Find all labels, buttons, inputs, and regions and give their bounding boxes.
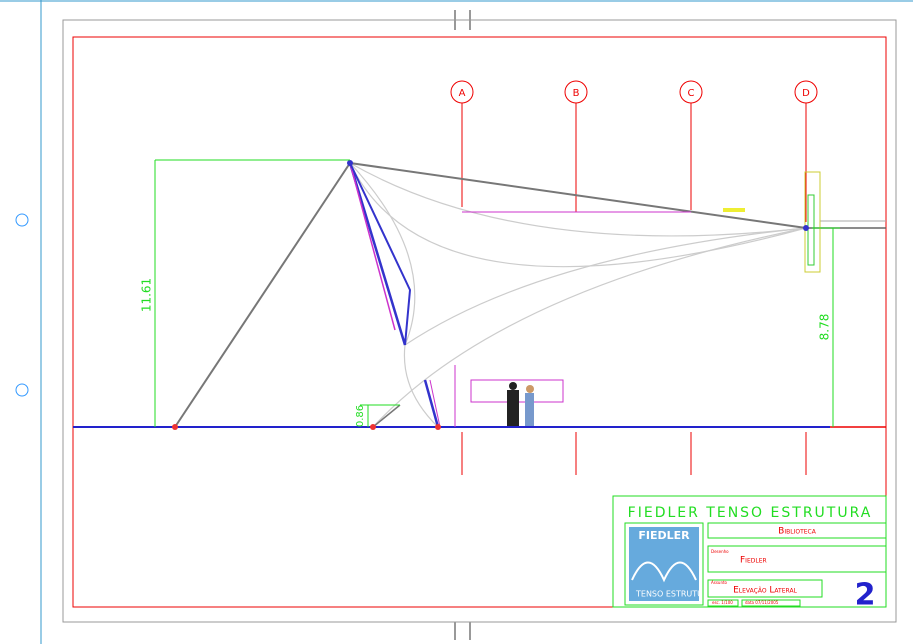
sheet-number: 2	[855, 578, 876, 613]
dimension-label: 8.78	[818, 314, 832, 341]
project: Biblioteca	[778, 527, 817, 537]
logo-tagline: TENSO ESTRUTURAS	[635, 590, 719, 599]
subject: Elevação Lateral	[733, 586, 797, 596]
people-rect	[525, 393, 534, 426]
field-label: Assunto	[711, 580, 728, 585]
designer: Fiedler	[740, 556, 767, 566]
dimension-label: 0.86	[355, 405, 366, 427]
field-label: Desenho	[711, 549, 729, 554]
structure-circle	[803, 225, 809, 231]
people-rect	[507, 390, 519, 426]
cad-sheet: A B C D	[0, 0, 913, 644]
people-circle	[509, 382, 517, 390]
grid-label: D	[802, 88, 810, 99]
grid-label: C	[688, 88, 695, 99]
logo-name: FIEDLER	[638, 529, 690, 542]
company: FIEDLER TENSO ESTRUTURA	[628, 505, 873, 521]
dimension-label: 11.61	[140, 278, 154, 312]
structure-circle	[370, 424, 376, 430]
scale: esc. 1/100	[712, 600, 733, 605]
title-block: FIEDLER TENSO ESTRUTURA FIEDLER TENSO ES…	[613, 496, 886, 613]
structure-circle	[172, 424, 178, 430]
people-circle	[526, 385, 534, 393]
date: data 07/11/2005	[745, 600, 779, 605]
structure-rect	[723, 208, 745, 212]
page: A B C D	[0, 0, 913, 644]
structure-circle	[347, 160, 353, 166]
grid-label: A	[459, 88, 466, 99]
structure-circle	[435, 424, 441, 430]
grid-label: B	[573, 88, 580, 99]
